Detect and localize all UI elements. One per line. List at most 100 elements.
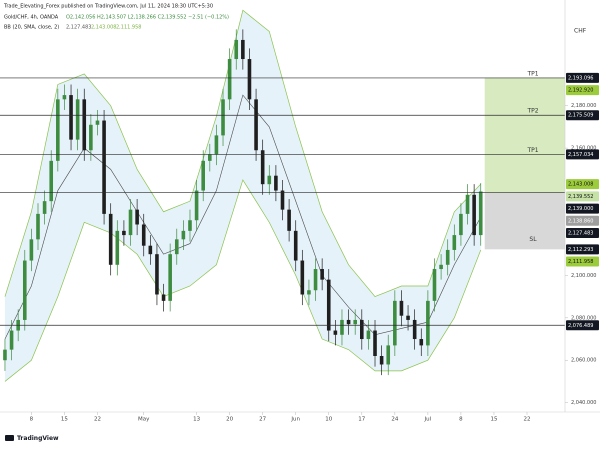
candle (406, 305, 410, 331)
price-label: 2,112.293 (568, 247, 593, 253)
candle (62, 84, 67, 110)
candle (115, 220, 120, 276)
candle-body (69, 95, 73, 140)
price-label-box (566, 72, 599, 83)
candle (194, 179, 199, 231)
candle-body (379, 356, 384, 365)
y-tick-label: 2,160.000 (571, 146, 596, 152)
ohlc: O2,142.056 H2,143.507 L2,138.266 C2,139.… (66, 15, 229, 21)
stop-tag: SL (529, 236, 537, 243)
candle-body (148, 245, 153, 255)
x-tick-label: Jul (424, 417, 432, 423)
candle-body (340, 319, 344, 335)
candle (280, 179, 285, 221)
candle (359, 309, 364, 350)
candle (42, 190, 47, 225)
candle (9, 319, 14, 361)
bb-band-fill (4, 10, 481, 382)
candle (221, 88, 225, 146)
footer-logo: TradingView (5, 435, 59, 442)
candle (333, 319, 338, 346)
price-label-box (566, 191, 599, 202)
candle-body (161, 294, 166, 301)
candle-body (287, 209, 291, 231)
bb-upper (4, 9, 482, 298)
candle (148, 235, 153, 265)
candle-body (426, 300, 430, 346)
candle (128, 199, 133, 246)
candle-body (188, 220, 192, 231)
level-tag: TP1 (526, 147, 538, 154)
candle (122, 220, 126, 246)
candle-body (194, 190, 199, 221)
candle (89, 114, 93, 161)
y-tick-label: 2,060.000 (571, 358, 596, 364)
candle-body (29, 239, 34, 261)
candle-body (419, 339, 424, 346)
candle-body (406, 315, 410, 320)
candle (459, 203, 463, 246)
candle (82, 88, 87, 161)
candle (472, 184, 476, 246)
candle-body (313, 269, 318, 291)
price-label-box (566, 179, 599, 190)
target-zone (484, 77, 565, 193)
candle (188, 209, 192, 242)
price-label: 2,138.860 (568, 218, 593, 224)
candle (49, 150, 54, 212)
candle (313, 258, 318, 301)
candle-body (452, 235, 457, 250)
candle-body (168, 254, 172, 301)
candle-body (478, 191, 483, 236)
candle-body (128, 209, 133, 236)
price-label: 2,175.509 (568, 113, 593, 119)
candle-body (49, 160, 54, 202)
candle-body (135, 209, 139, 225)
candle (208, 143, 212, 172)
candle (439, 254, 443, 280)
candle-body (227, 59, 232, 100)
candle-body (115, 230, 120, 265)
candle (260, 139, 265, 195)
indicator-value: 2,111.958 (116, 25, 141, 31)
candle (29, 228, 34, 272)
candle-body (465, 194, 470, 214)
candle-body (62, 95, 67, 100)
price-label-box (566, 256, 599, 267)
candle-body (22, 260, 27, 320)
candle (234, 29, 239, 70)
candle (267, 165, 272, 195)
price-label-box (566, 227, 599, 238)
indicator-value: 2,143.008 (91, 25, 116, 31)
published-line: Trade_Elevating_Forex published on Tradi… (3, 4, 213, 10)
candle-body (359, 319, 364, 340)
plot-area: SL TP1 TP2 TP1 (0, 9, 565, 382)
candle (300, 249, 305, 306)
candle-body (214, 135, 219, 155)
candle-body (439, 264, 443, 270)
candle-body (155, 254, 159, 295)
candle-body (3, 349, 7, 361)
candle (412, 309, 417, 350)
candle-body (393, 300, 397, 346)
candle (161, 283, 166, 312)
price-label-box (566, 320, 599, 331)
candle (386, 334, 391, 376)
candle-body (181, 230, 186, 240)
candle-body (56, 99, 60, 161)
candle (3, 339, 7, 371)
candle (102, 109, 106, 225)
candle-body (353, 319, 357, 325)
price-label-box (566, 85, 599, 96)
x-tick-label: 13 (193, 417, 200, 423)
candle-body (399, 300, 404, 316)
candle (168, 243, 172, 312)
x-tick-label: 17 (358, 417, 365, 423)
x-tick-label: 8 (459, 417, 463, 423)
y-tick-label: 2,080.000 (571, 315, 596, 321)
candle (426, 290, 430, 356)
candle (254, 88, 258, 161)
candle-body (234, 39, 239, 60)
candle-body (459, 213, 463, 236)
candle-body (36, 213, 40, 240)
